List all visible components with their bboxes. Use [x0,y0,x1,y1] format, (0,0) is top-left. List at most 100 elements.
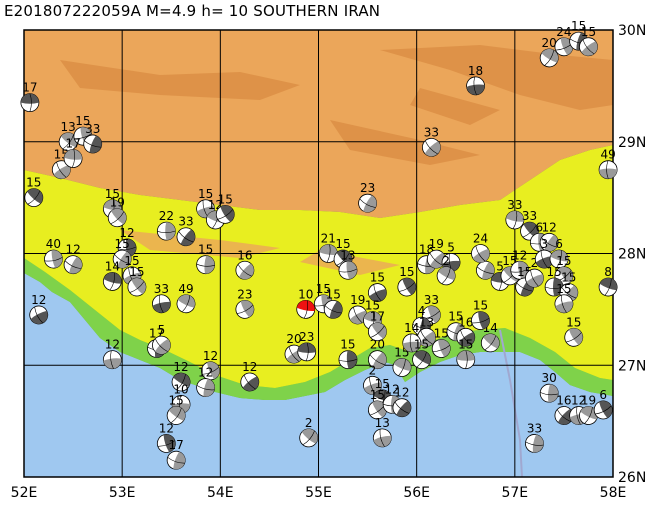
beachball-icon [593,400,613,420]
depth-label: 6 [599,388,607,402]
latitude-label: 29N [618,135,646,151]
depth-label: 17 [22,81,37,95]
depth-label: 17 [370,310,385,324]
depth-label: 12 [394,386,409,400]
beachball-icon [397,277,417,297]
beachball-icon [127,277,147,297]
depth-label: 15 [218,192,233,206]
beachball-icon [564,327,584,347]
ridge-band [410,88,500,125]
beachball-icon [20,93,40,113]
beachball-icon [51,160,71,180]
latitude-label: 26N [618,470,646,486]
depth-label: 19 [110,196,125,210]
beachball-icon [235,299,255,319]
depth-label: 15 [335,237,350,251]
beachball-icon [358,193,377,213]
depth-label: 15 [370,271,385,285]
depth-label: 22 [159,209,174,223]
beachball-icon [338,350,358,370]
depth-label: 33 [85,122,100,136]
depth-label: 4 [418,304,426,318]
beachball-icon [598,277,618,297]
depth-label: 15 [198,243,213,257]
beachball-icon [426,249,446,269]
depth-label: 5 [496,259,504,273]
depth-label: 15 [370,388,385,402]
depth-label: 12 [173,360,188,374]
depth-label: 49 [178,282,193,296]
depth-label: 15 [473,299,488,313]
beachball-icon [152,294,171,314]
beachball-icon [63,255,83,275]
beachball-icon [44,249,63,269]
beachball-icon [456,327,476,347]
depth-label: 49 [600,148,615,162]
depth-label: 5 [447,240,455,254]
beachball-icon [417,327,436,347]
map-title: E201807222059A M=4.9 h= 10 SOUTHERN IRAN [4,2,381,20]
depth-label: 15 [581,25,596,39]
depth-label: 12 [65,243,80,257]
beachball-icon [318,244,338,263]
depth-label: 12 [159,421,174,435]
beachball-icon [367,283,387,303]
beachball-icon [456,350,476,370]
border-line [499,329,523,477]
map-frame [23,29,614,478]
depth-label: 33 [522,209,537,223]
beachball-icon [348,305,368,325]
beachball-icon [505,210,525,230]
beachball-icon [58,132,78,152]
beachball-icon [466,76,485,96]
beachball-icon [554,406,574,425]
depth-label: 33 [507,198,522,212]
beachball-icon [392,358,412,377]
longitude-label: 54E [207,485,234,501]
longitude-label: 56E [403,485,430,501]
beachball-icon [83,134,103,154]
beachball-icon [240,372,260,392]
depth-label: 15 [571,19,586,33]
beachball-icon [63,149,83,168]
beachball-icon [525,434,544,453]
beachball-icon [196,255,216,275]
depth-label: 15 [75,114,90,128]
depth-label: 15 [26,176,41,190]
beachball-icon [475,260,495,280]
beachball-icon [156,221,176,241]
beachball-icon [176,227,196,247]
longitude-label: 55E [305,485,332,501]
depth-label: 3 [540,237,548,251]
depth-label: 6 [536,220,544,234]
ridge-band [330,120,480,165]
depth-label: 16 [237,248,252,262]
depth-label: 12 [542,220,557,234]
depth-label: 13 [340,248,355,262]
depth-label: 30 [542,371,557,385]
beachball-icon [196,378,216,398]
depth-label: 15 [414,338,429,352]
latitude-labels: 30N 29N 28N 27N 26N [618,23,646,486]
depth-label: 15 [556,282,571,296]
depth-label: 12 [571,394,586,408]
depth-label: 33 [154,282,169,296]
depth-label: 16 [458,315,473,329]
depth-label: 8 [604,265,612,279]
depth-label: 23 [360,181,375,195]
longitude-label: 57E [501,485,528,501]
depth-label: 12 [105,338,120,352]
depth-label: 15 [546,265,561,279]
depth-label: 33 [424,125,439,139]
depth-label: 5 [158,323,166,337]
depth-label: 13 [419,315,434,329]
depth-label: 2 [369,363,377,377]
latitude-label: 30N [618,23,646,39]
depth-label: 12 [384,382,399,396]
depth-label: 15 [399,265,414,279]
depth-label: 23 [299,330,314,344]
beachball-icon [24,188,44,208]
beachball-icon [297,342,317,362]
beachball-icon [431,339,451,358]
